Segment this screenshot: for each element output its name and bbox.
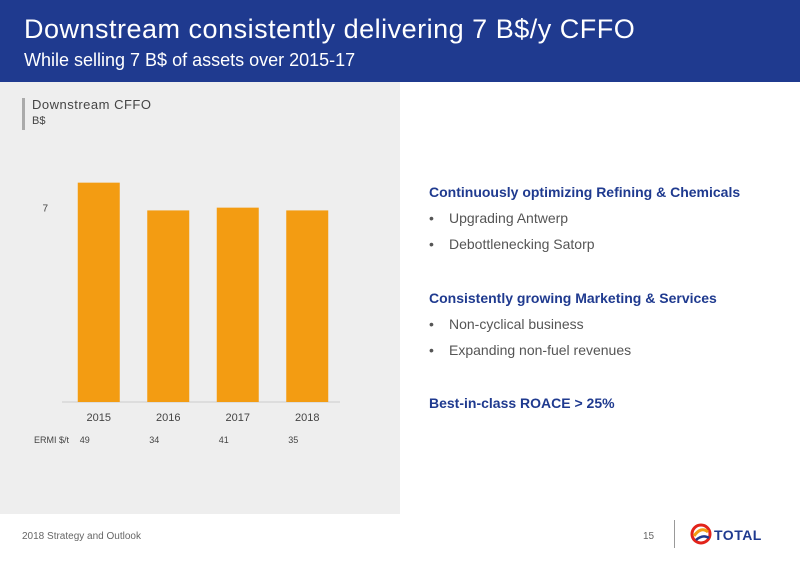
bullet-text: Expanding non-fuel revenues <box>449 342 632 358</box>
x-tick-label: 2016 <box>156 412 180 424</box>
section-heading-refining: Continuously optimizing Refining & Chemi… <box>429 184 741 200</box>
y-tick-label: 7 <box>42 204 48 215</box>
header-band: Downstream consistently delivering 7 B$/… <box>0 0 800 82</box>
chart-title-accent <box>22 98 25 130</box>
bullet-item: • Debottlenecking Satorp <box>429 236 595 252</box>
chart-unit: B$ <box>32 115 46 127</box>
bullet-dot: • <box>429 210 434 226</box>
section-heading-roace: Best-in-class ROACE > 25% <box>429 395 615 411</box>
ermi-value: 35 <box>288 435 298 445</box>
page-subtitle: While selling 7 B$ of assets over 2015-1… <box>24 50 356 70</box>
ermi-value: 41 <box>219 435 229 445</box>
footer-text: 2018 Strategy and Outlook <box>22 531 141 542</box>
bar-2017 <box>216 207 259 402</box>
footer-divider <box>674 520 675 548</box>
bar-chart: 7 2015 49 2016 34 2017 41 2018 35 ERMI $/t <box>34 182 340 445</box>
bullet-text: Upgrading Antwerp <box>449 210 569 226</box>
bullet-dot: • <box>429 316 434 332</box>
bullet-item: • Non-cyclical business <box>429 316 584 332</box>
page-number: 15 <box>643 531 655 542</box>
bullet-item: • Upgrading Antwerp <box>429 210 568 226</box>
section-heading-marketing: Consistently growing Marketing & Service… <box>429 290 717 306</box>
chart-title: Downstream CFFO <box>32 97 152 112</box>
bar-2018 <box>286 210 329 402</box>
ermi-value: 49 <box>80 435 90 445</box>
x-tick-label: 2015 <box>87 412 111 424</box>
bar-2016 <box>147 210 190 402</box>
ermi-label: ERMI $/t <box>34 435 70 445</box>
total-logo: TOTAL <box>690 522 780 548</box>
bullet-dot: • <box>429 236 434 252</box>
x-tick-label: 2018 <box>295 412 319 424</box>
x-tick-label: 2017 <box>226 412 250 424</box>
bullet-text: Non-cyclical business <box>449 316 584 332</box>
bullet-item: • Expanding non-fuel revenues <box>429 342 631 358</box>
bullet-text: Debottlenecking Satorp <box>449 236 595 252</box>
logo-wordmark: TOTAL <box>714 527 762 543</box>
page-title: Downstream consistently delivering 7 B$/… <box>24 14 636 44</box>
bullet-dot: • <box>429 342 434 358</box>
ermi-value: 34 <box>149 435 159 445</box>
bar-2015 <box>77 182 120 402</box>
total-logo-icon <box>690 523 712 545</box>
chart-panel <box>0 82 400 514</box>
